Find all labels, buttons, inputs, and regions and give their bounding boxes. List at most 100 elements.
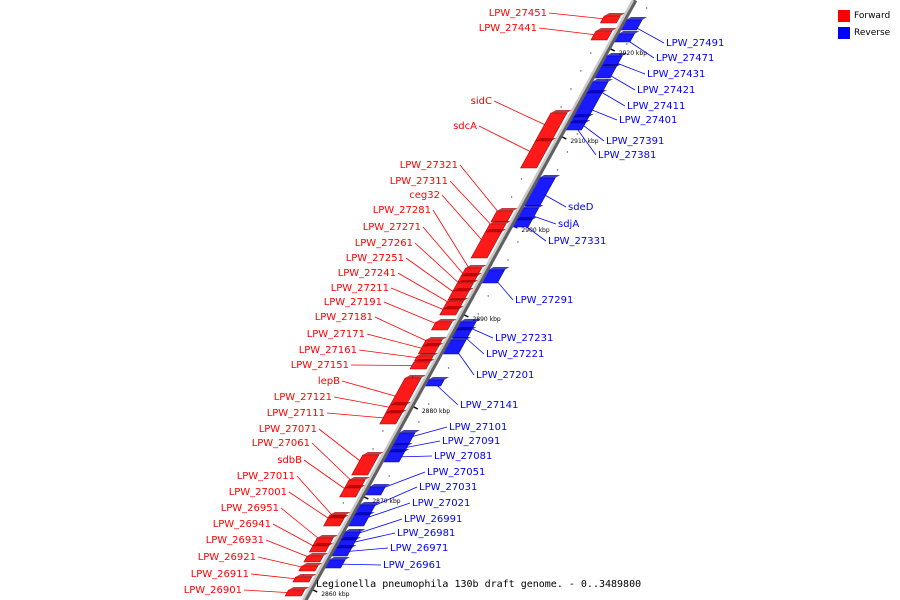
forward-gene-arrow [351, 452, 384, 476]
forward-leader-line [265, 539, 314, 560]
forward-gene-label: LPW_27121 [274, 392, 332, 403]
reverse-gene-label: LPW_27491 [666, 38, 724, 49]
forward-leader-line [272, 523, 320, 550]
scale-tick-label: 2860 kbp [321, 591, 349, 598]
reverse-gene-label: LPW_27081 [434, 451, 492, 462]
forward-leader-line [311, 442, 356, 485]
track-dot [556, 169, 559, 171]
forward-leader-line [350, 364, 420, 366]
forward-gene-label: sdcA [453, 121, 477, 132]
forward-gene-label: LPW_27211 [331, 283, 389, 294]
gene-layer [284, 13, 647, 597]
track-dot [580, 70, 582, 72]
forward-leader-line [414, 242, 464, 288]
forward-gene-label: LPW_26951 [221, 503, 279, 514]
forward-leader-line [374, 316, 433, 344]
forward-gene-arrow [599, 13, 626, 24]
forward-leader-line [441, 194, 487, 246]
forward-leader-line [405, 257, 459, 296]
reverse-gene-arrow [424, 377, 449, 387]
forward-leader-line [243, 589, 295, 594]
reverse-gene-label: LPW_27421 [637, 85, 695, 96]
track-dot [487, 295, 489, 297]
legend-reverse-label: Reverse [854, 27, 891, 38]
forward-leader-line [449, 180, 496, 230]
forward-gene-label: LPW_27191 [324, 297, 382, 308]
scale-tick: 2860 kbp [310, 588, 350, 598]
forward-leader-line [303, 459, 351, 493]
reverse-gene-label: LPW_27331 [548, 236, 606, 247]
track-dot [342, 502, 344, 504]
forward-gene-label: ceg32 [409, 190, 440, 201]
scale-tick: 2910 kbp [560, 135, 599, 145]
forward-leader-line [538, 27, 602, 36]
scale-tick-label: 2900 kbp [521, 227, 549, 234]
track-dot [507, 259, 509, 261]
reverse-gene-label: LPW_27201 [476, 370, 534, 381]
reverse-leader-line [575, 126, 597, 156]
forward-gene-label: LPW_27001 [229, 487, 287, 498]
forward-gene-arrow [470, 229, 507, 259]
track-dot [329, 583, 331, 585]
reverse-gene-label: LPW_27401 [619, 115, 677, 126]
forward-gene-label: LPW_27241 [338, 268, 396, 279]
forward-gene-label: LPW_27451 [489, 8, 547, 19]
reverse-gene-label: LPW_27381 [598, 150, 656, 161]
forward-gene-label: LPW_26931 [206, 535, 264, 546]
reverse-gene-label: sdjA [558, 219, 579, 230]
track-dot [388, 475, 390, 477]
forward-leader-line [493, 100, 552, 128]
forward-gene-label: LPW_26921 [198, 552, 256, 563]
forward-gene-label: LPW_26901 [184, 585, 242, 596]
forward-gene-label: LPW_27151 [291, 360, 349, 371]
forward-gene-arrow [520, 138, 557, 169]
track-dot [566, 151, 569, 153]
scale-tick-label: 2890 kbp [472, 316, 500, 323]
track-dot [418, 421, 420, 423]
forward-gene-arrow [292, 574, 317, 583]
forward-gene-label: LPW_27281 [373, 205, 431, 216]
reverse-gene-label: LPW_27091 [442, 436, 500, 447]
forward-gene-arrow [303, 553, 329, 563]
track-dot [560, 106, 562, 108]
forward-gene-arrow [339, 485, 366, 498]
reverse-gene-label: LPW_26971 [390, 543, 448, 554]
track-dot [590, 52, 592, 54]
forward-leader-line [383, 301, 442, 327]
forward-leader-line [459, 164, 503, 217]
reverse-gene-label: LPW_27031 [419, 482, 477, 493]
scale-tick-label: 2880 kbp [422, 408, 450, 415]
track-dot [510, 196, 513, 198]
forward-gene-arrow [417, 343, 444, 355]
forward-gene-label: LPW_27251 [346, 253, 404, 264]
forward-gene-arrow [409, 359, 435, 370]
reverse-gene-label: LPW_27471 [656, 53, 714, 64]
forward-gene-label: LPW_26911 [191, 569, 249, 580]
reverse-gene-label: LPW_27101 [449, 422, 507, 433]
forward-gene-label: sidC [471, 96, 492, 107]
reverse-gene-label: LPW_27391 [606, 136, 664, 147]
reverse-gene-arrow [593, 64, 622, 79]
track-dot [447, 367, 450, 369]
reverse-gene-arrow [324, 557, 350, 569]
reverse-gene-label: LPW_26981 [397, 528, 455, 539]
legend-forward: Forward [838, 8, 900, 23]
genome-caption: Legionella pneumophila 130b draft genome… [316, 579, 642, 590]
forward-leader-line [432, 209, 472, 273]
forward-leader-line [422, 226, 468, 280]
leader-line-layer [243, 12, 665, 594]
reverse-gene-arrow [619, 17, 647, 31]
track-dot [428, 403, 430, 405]
reverse-swatch [838, 26, 850, 39]
forward-gene-arrow [298, 563, 323, 572]
forward-gene-label: lepB [318, 376, 340, 387]
forward-swatch [838, 9, 850, 22]
forward-gene-label: LPW_27071 [259, 424, 317, 435]
reverse-gene-label: LPW_26961 [383, 560, 441, 571]
track-dot [372, 448, 374, 450]
forward-leader-line [548, 12, 611, 20]
forward-leader-line [478, 125, 537, 155]
reverse-gene-label: LPW_27291 [515, 295, 573, 306]
forward-gene-label: LPW_27061 [252, 438, 310, 449]
forward-leader-line [296, 475, 336, 520]
